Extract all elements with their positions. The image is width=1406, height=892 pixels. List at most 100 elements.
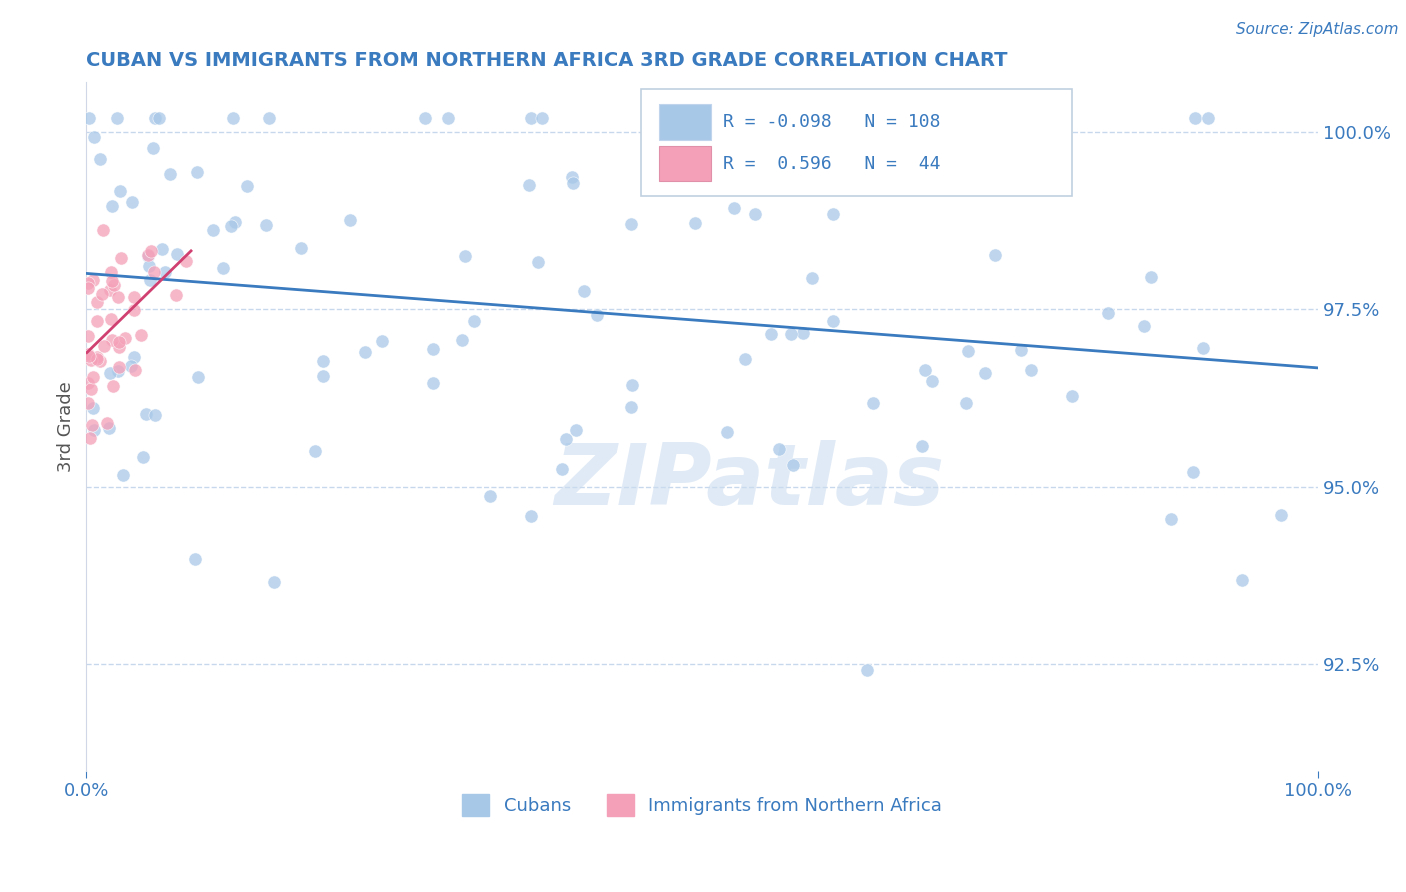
Point — [436, 111, 458, 125]
Point — [82, 273, 104, 287]
Point — [124, 362, 146, 376]
Point — [520, 508, 543, 523]
Point — [212, 260, 235, 275]
Point — [454, 248, 477, 262]
Point — [1139, 269, 1161, 284]
Point — [371, 334, 394, 348]
Point — [108, 334, 131, 349]
Point — [856, 664, 879, 678]
Point — [723, 201, 745, 215]
Point — [1019, 363, 1042, 377]
Legend: Cubans, Immigrants from Northern Africa: Cubans, Immigrants from Northern Africa — [456, 787, 949, 823]
Point — [107, 290, 129, 304]
Point — [108, 184, 131, 198]
Point — [780, 326, 803, 341]
Point — [98, 366, 121, 380]
Point — [852, 111, 875, 125]
Point — [93, 339, 115, 353]
Point — [339, 213, 361, 227]
Point — [77, 277, 100, 291]
Point — [463, 314, 485, 328]
Point — [236, 179, 259, 194]
Point — [139, 244, 162, 258]
FancyBboxPatch shape — [641, 89, 1071, 196]
Point — [312, 369, 335, 384]
Point — [82, 401, 104, 416]
Text: R =  0.596   N =  44: R = 0.596 N = 44 — [723, 154, 941, 172]
Text: CUBAN VS IMMIGRANTS FROM NORTHERN AFRICA 3RD GRADE CORRELATION CHART: CUBAN VS IMMIGRANTS FROM NORTHERN AFRICA… — [86, 51, 1008, 70]
Point — [122, 302, 145, 317]
Point — [734, 351, 756, 366]
Point — [744, 207, 766, 221]
Point — [801, 271, 824, 285]
Point — [1133, 318, 1156, 333]
Point — [422, 342, 444, 356]
Point — [107, 364, 129, 378]
Point — [97, 421, 120, 435]
Point — [143, 111, 166, 125]
Point — [422, 376, 444, 391]
Point — [136, 248, 159, 262]
Point — [768, 442, 790, 457]
Point — [257, 111, 280, 125]
Point — [254, 218, 277, 232]
Point — [974, 366, 997, 380]
Point — [135, 407, 157, 421]
Point — [1160, 512, 1182, 526]
Point — [142, 265, 165, 279]
Point — [91, 223, 114, 237]
Point — [1184, 111, 1206, 125]
Point — [263, 575, 285, 590]
Point — [862, 396, 884, 410]
Point — [77, 346, 100, 360]
Point — [304, 443, 326, 458]
Point — [159, 167, 181, 181]
Point — [222, 111, 245, 125]
Point — [224, 215, 246, 229]
Point — [187, 370, 209, 384]
Point — [984, 248, 1007, 262]
Point — [555, 432, 578, 446]
Point — [574, 284, 596, 298]
Point — [103, 278, 125, 293]
Point — [105, 111, 128, 125]
Text: ZIPatlas: ZIPatlas — [554, 440, 945, 523]
Point — [129, 327, 152, 342]
Point — [914, 363, 936, 377]
Point — [564, 423, 586, 437]
Point — [86, 294, 108, 309]
Point — [619, 400, 641, 414]
Point — [152, 242, 174, 256]
Point — [112, 468, 135, 483]
Point — [100, 265, 122, 279]
Point — [551, 462, 574, 476]
Point — [520, 111, 543, 125]
Point — [415, 111, 437, 125]
Point — [89, 152, 111, 166]
Point — [120, 359, 142, 373]
Point — [86, 314, 108, 328]
Point — [184, 552, 207, 566]
Point — [122, 290, 145, 304]
Point — [138, 249, 160, 263]
Point — [77, 376, 100, 391]
Point — [921, 374, 943, 388]
Point — [86, 350, 108, 364]
Point — [138, 260, 160, 274]
Point — [142, 140, 165, 154]
FancyBboxPatch shape — [659, 104, 711, 140]
FancyBboxPatch shape — [659, 145, 711, 181]
Point — [761, 326, 783, 341]
Point — [716, 425, 738, 440]
Point — [290, 241, 312, 255]
Point — [1028, 111, 1050, 125]
Point — [110, 251, 132, 265]
Point — [174, 253, 197, 268]
Point — [479, 489, 502, 503]
Point — [132, 450, 155, 464]
Point — [108, 340, 131, 354]
Point — [148, 111, 170, 125]
Point — [620, 217, 643, 231]
Point — [122, 350, 145, 364]
Point — [956, 343, 979, 358]
